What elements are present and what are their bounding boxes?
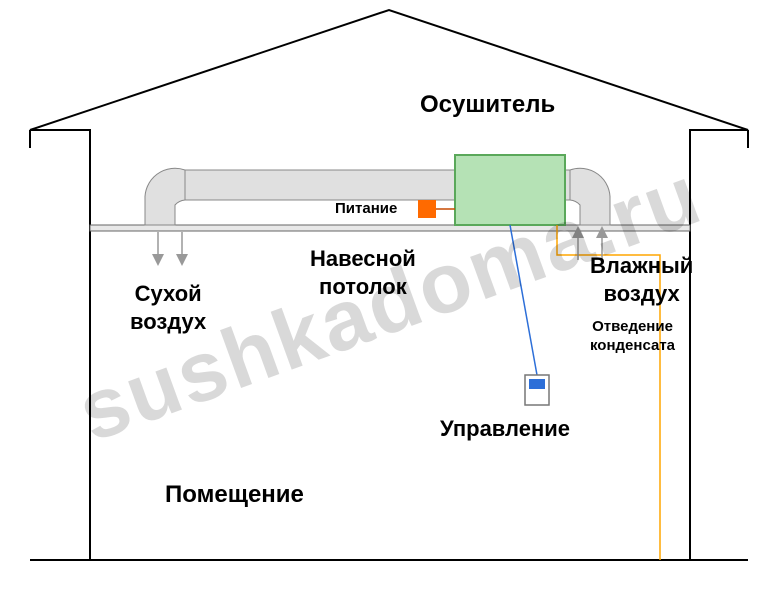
label-suspended-ceiling: Навесной потолок [310, 245, 416, 300]
label-control: Управление [440, 415, 570, 443]
label-power: Питание [335, 200, 397, 219]
label-dehumidifier-title: Осушитель [420, 90, 555, 120]
label-humid-air: Влажный воздух [590, 252, 693, 307]
label-dry-air: Сухой воздух [130, 280, 206, 335]
label-condensate: Отведение конденсата [590, 318, 675, 356]
label-room: Помещение [165, 480, 304, 510]
